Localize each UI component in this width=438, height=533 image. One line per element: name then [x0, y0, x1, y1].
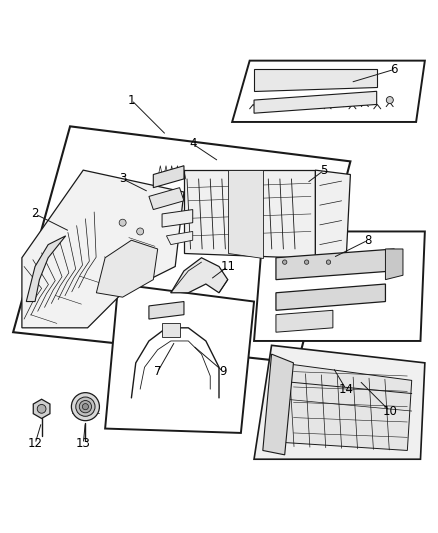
Circle shape — [386, 96, 393, 103]
Circle shape — [283, 260, 287, 264]
Text: 4: 4 — [189, 138, 197, 150]
Polygon shape — [26, 236, 66, 302]
Polygon shape — [162, 209, 193, 227]
Polygon shape — [232, 61, 425, 122]
Text: 1: 1 — [127, 94, 135, 107]
Polygon shape — [385, 249, 403, 280]
Polygon shape — [228, 170, 263, 258]
Text: 10: 10 — [382, 405, 397, 417]
Polygon shape — [33, 399, 50, 418]
Text: 14: 14 — [339, 383, 353, 395]
Polygon shape — [276, 310, 333, 332]
Polygon shape — [315, 170, 350, 262]
Circle shape — [79, 400, 92, 413]
Text: 6: 6 — [390, 63, 398, 76]
Polygon shape — [96, 240, 158, 297]
Polygon shape — [149, 302, 184, 319]
Polygon shape — [276, 284, 385, 310]
Polygon shape — [13, 126, 350, 363]
Polygon shape — [162, 324, 180, 336]
Text: 13: 13 — [76, 438, 91, 450]
Polygon shape — [276, 249, 394, 280]
Polygon shape — [166, 231, 193, 245]
Circle shape — [82, 403, 88, 410]
Text: 11: 11 — [220, 260, 235, 273]
Polygon shape — [254, 345, 425, 459]
Circle shape — [326, 260, 331, 264]
Polygon shape — [171, 258, 228, 293]
Text: 8: 8 — [364, 233, 371, 247]
Circle shape — [137, 228, 144, 235]
Polygon shape — [22, 170, 184, 328]
Circle shape — [304, 260, 309, 264]
Polygon shape — [263, 354, 293, 455]
Circle shape — [119, 219, 126, 226]
Text: 7: 7 — [154, 365, 162, 378]
Circle shape — [37, 405, 46, 413]
Circle shape — [71, 393, 99, 421]
Circle shape — [76, 397, 95, 416]
Text: 5: 5 — [321, 164, 328, 176]
Polygon shape — [272, 363, 412, 450]
Polygon shape — [153, 166, 184, 188]
Text: 12: 12 — [28, 438, 42, 450]
Polygon shape — [149, 188, 184, 209]
Polygon shape — [254, 69, 377, 91]
Text: 3: 3 — [119, 172, 126, 185]
Polygon shape — [105, 284, 254, 433]
Polygon shape — [184, 170, 315, 258]
Text: 2: 2 — [31, 207, 39, 221]
Polygon shape — [254, 91, 377, 113]
Polygon shape — [254, 231, 425, 341]
Text: 9: 9 — [219, 365, 227, 378]
